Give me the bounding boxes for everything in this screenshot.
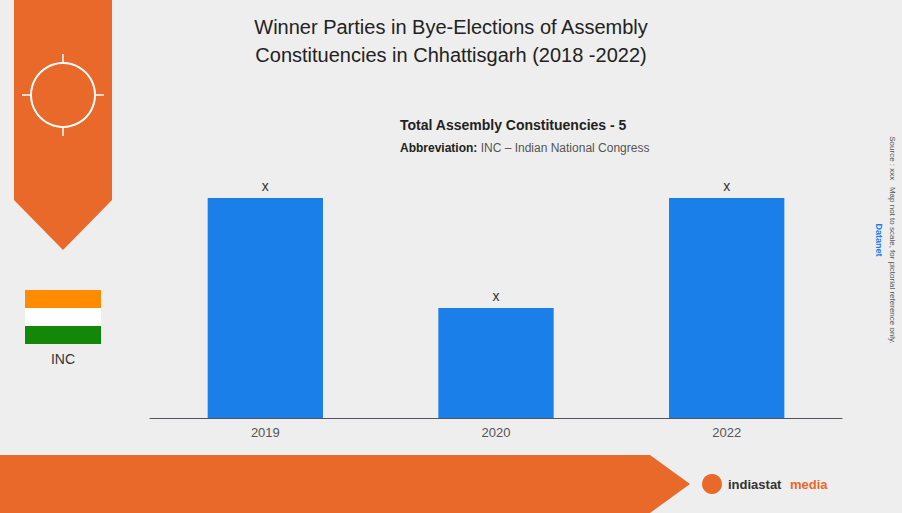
svg-text:Source : xxx Map not to scal: Source : xxx Map not to scale, for picto…: [888, 136, 897, 344]
svg-text:x: x: [262, 178, 269, 194]
svg-text:Constituencies in Chhattisgarh: Constituencies in Chhattisgarh (2018 -20…: [255, 44, 646, 66]
svg-text:INC: INC: [51, 351, 75, 367]
svg-text:Abbreviation:: Abbreviation:: [400, 141, 477, 155]
svg-text:media: media: [790, 477, 828, 492]
svg-text:x: x: [493, 288, 500, 304]
svg-text:indiastat: indiastat: [728, 477, 782, 492]
svg-text:INC – Indian National Congress: INC – Indian National Congress: [477, 141, 649, 155]
svg-text:Total Assembly Constituencies: Total Assembly Constituencies - 5: [400, 117, 627, 133]
svg-text:2020: 2020: [482, 425, 511, 440]
svg-text:Winner Parties in Bye-Election: Winner Parties in Bye-Elections of Assem…: [254, 16, 648, 38]
svg-text:2022: 2022: [712, 425, 741, 440]
svg-text:2019: 2019: [251, 425, 280, 440]
svg-text:x: x: [723, 178, 730, 194]
svg-text:Datanet: Datanet: [874, 223, 884, 256]
